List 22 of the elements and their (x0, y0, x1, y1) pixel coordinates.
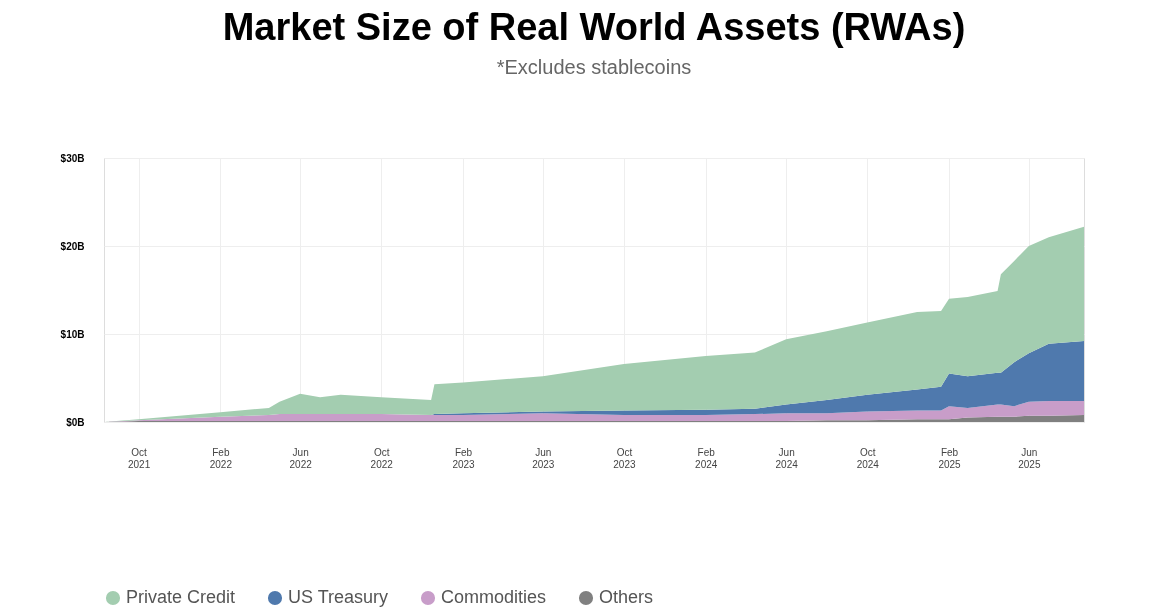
legend-label: US Treasury (288, 587, 389, 607)
x-tick-label: Jun 2025 (1018, 446, 1041, 470)
x-tick-label: Jun 2024 (775, 446, 799, 470)
x-tick-label: Oct 2021 (127, 446, 151, 470)
x-tick-label: Oct 2023 (613, 446, 636, 470)
x-tick-label: Feb 2023 (452, 446, 476, 470)
x-tick-label: Feb 2022 (209, 446, 233, 470)
y-tick-label: $10B (60, 328, 85, 340)
chart-subtitle: *Excludes stablecoins (496, 56, 692, 78)
y-tick-label: $30B (60, 152, 85, 164)
y-tick-label: $0B (66, 416, 85, 428)
x-tick-label: Feb 2024 (695, 446, 718, 470)
chart-title: Market Size of Real World Assets (RWAs) (222, 6, 966, 48)
x-tick-label: Jun 2023 (532, 446, 555, 470)
x-tick-label: Jun 2022 (289, 446, 313, 470)
y-tick-label: $20B (60, 240, 85, 252)
x-tick-label: Oct 2024 (856, 446, 880, 470)
legend-label: Private Credit (126, 587, 236, 607)
x-tick-label: Feb 2025 (938, 446, 962, 470)
legend-label: Commodities (441, 587, 547, 607)
x-tick-label: Oct 2022 (370, 446, 394, 470)
legend-label: Others (599, 587, 654, 607)
